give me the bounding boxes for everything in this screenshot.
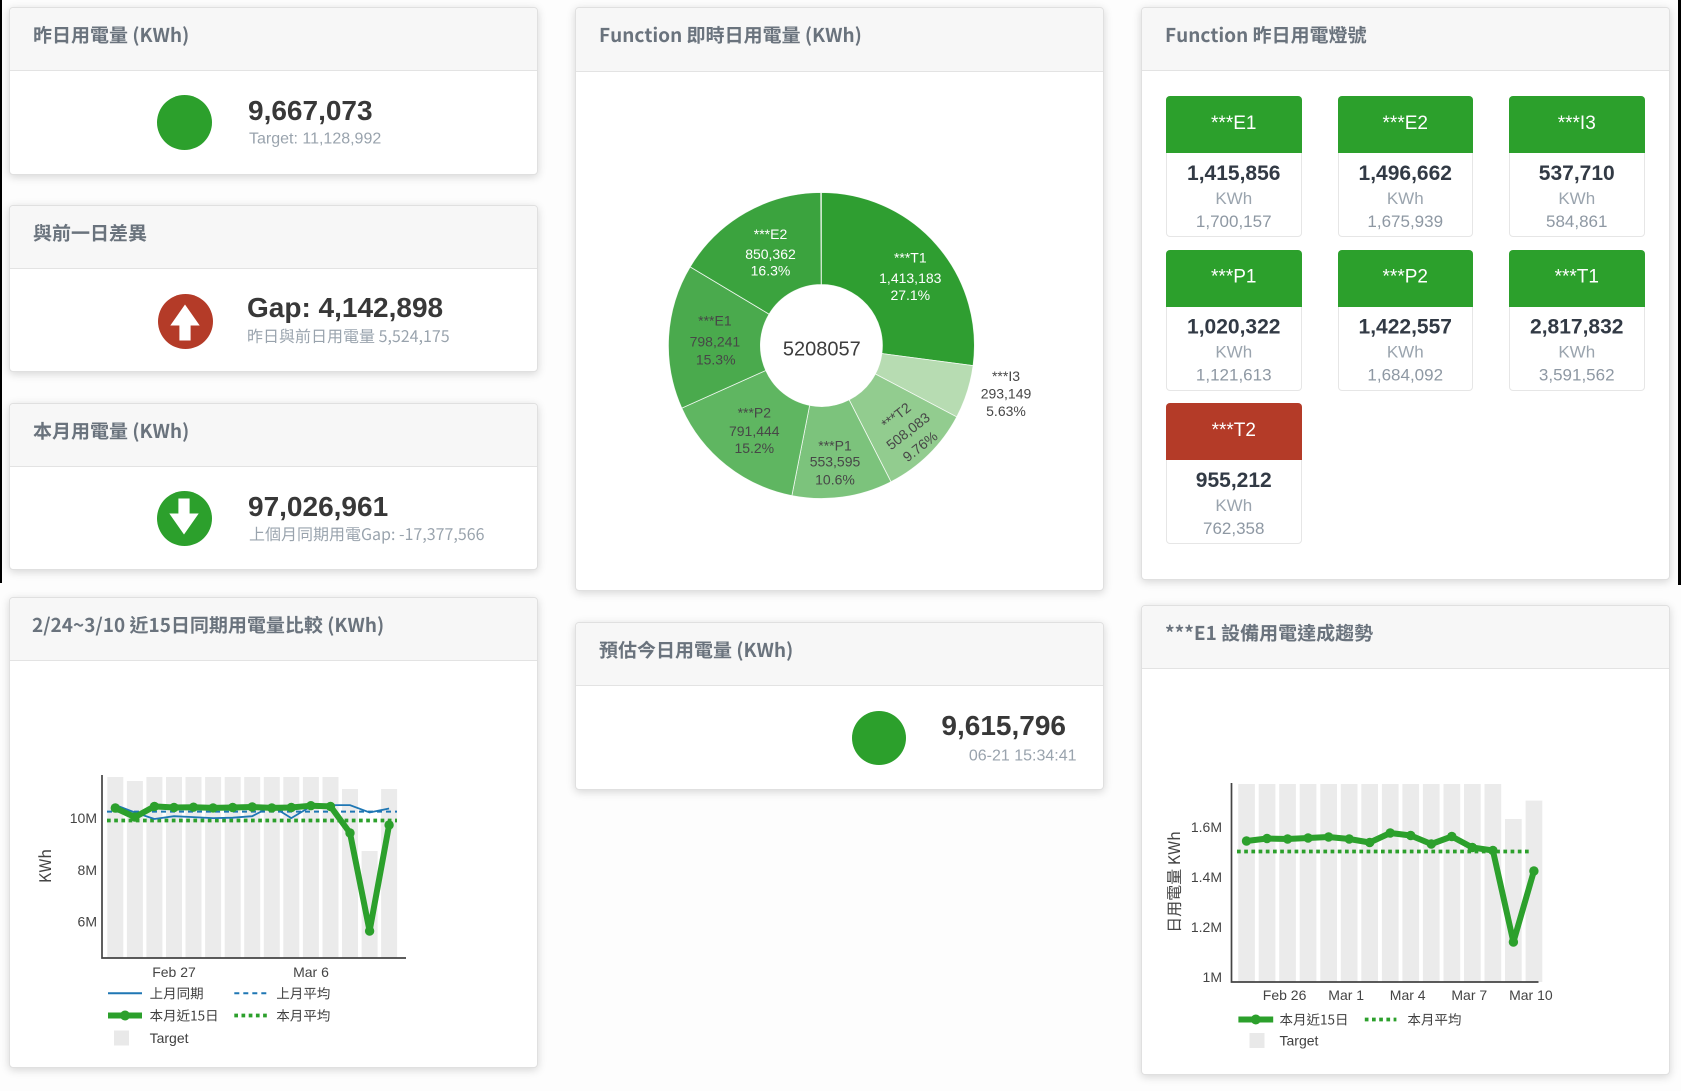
svg-text:10.6%: 10.6% — [815, 471, 855, 487]
svg-text:06-21 15:34:41: 06-21 15:34:41 — [969, 748, 1077, 765]
svg-text:Mar 7: Mar 7 — [1451, 987, 1487, 1003]
svg-text:798,241: 798,241 — [690, 333, 741, 349]
svg-text:1,496,662: 1,496,662 — [1359, 162, 1452, 185]
svg-text:***P1: ***P1 — [818, 437, 852, 453]
svg-text:955,212: 955,212 — [1196, 469, 1272, 492]
svg-text:16.3%: 16.3% — [751, 262, 791, 278]
svg-text:791,444: 791,444 — [729, 423, 780, 439]
svg-text:Feb 27: Feb 27 — [152, 964, 196, 980]
svg-text:***T1: ***T1 — [1555, 267, 1599, 288]
svg-text:Mar 1: Mar 1 — [1328, 987, 1364, 1003]
svg-text:Feb 26: Feb 26 — [1263, 987, 1307, 1003]
svg-text:762,358: 762,358 — [1203, 519, 1264, 538]
svg-text:Target: Target — [1280, 1033, 1319, 1049]
svg-text:KWh: KWh — [1215, 343, 1252, 362]
svg-text:553,595: 553,595 — [810, 454, 861, 470]
svg-text:6M: 6M — [78, 914, 97, 930]
svg-text:5208057: 5208057 — [783, 339, 861, 361]
svg-text:9,667,073: 9,667,073 — [248, 95, 373, 126]
svg-text:1,413,183: 1,413,183 — [879, 270, 941, 286]
svg-text:1,121,613: 1,121,613 — [1196, 366, 1272, 385]
svg-text:1.6M: 1.6M — [1191, 819, 1222, 835]
svg-text:1.4M: 1.4M — [1191, 869, 1222, 885]
svg-text:***I3: ***I3 — [992, 368, 1020, 384]
svg-text:1,684,092: 1,684,092 — [1367, 366, 1443, 385]
svg-text:15.2%: 15.2% — [734, 440, 774, 456]
svg-text:27.1%: 27.1% — [890, 287, 930, 303]
svg-text:KWh: KWh — [1558, 343, 1595, 362]
svg-text:Mar 10: Mar 10 — [1509, 987, 1553, 1003]
svg-text:Target: 11,128,992: Target: 11,128,992 — [249, 131, 381, 148]
svg-text:***E1: ***E1 — [698, 313, 732, 329]
svg-text:850,362: 850,362 — [745, 246, 796, 262]
svg-text:Gap: 4,142,898: Gap: 4,142,898 — [247, 292, 443, 323]
svg-text:***P2: ***P2 — [738, 404, 772, 420]
svg-text:1,415,856: 1,415,856 — [1187, 162, 1280, 185]
svg-text:1,675,939: 1,675,939 — [1367, 212, 1443, 231]
svg-text:Target: Target — [150, 1030, 189, 1046]
svg-text:5.63%: 5.63% — [986, 403, 1026, 419]
svg-text:KWh: KWh — [1215, 189, 1252, 208]
svg-text:KWh: KWh — [1387, 343, 1424, 362]
svg-text:***T1: ***T1 — [894, 250, 927, 266]
svg-text:1M: 1M — [1203, 969, 1222, 985]
svg-text:***P2: ***P2 — [1383, 267, 1428, 288]
svg-text:8M: 8M — [78, 862, 97, 878]
svg-text:***E2: ***E2 — [754, 226, 788, 242]
svg-text:1.2M: 1.2M — [1191, 919, 1222, 935]
svg-text:***E1: ***E1 — [1211, 113, 1256, 134]
svg-text:Mar 4: Mar 4 — [1390, 987, 1426, 1003]
svg-text:***I3: ***I3 — [1558, 113, 1596, 134]
svg-text:3,591,562: 3,591,562 — [1539, 366, 1615, 385]
svg-text:97,026,961: 97,026,961 — [248, 491, 388, 522]
svg-text:293,149: 293,149 — [981, 386, 1032, 402]
svg-text:Mar 6: Mar 6 — [293, 964, 329, 980]
svg-text:10M: 10M — [70, 810, 97, 826]
svg-text:15.3%: 15.3% — [696, 352, 736, 368]
svg-text:584,861: 584,861 — [1546, 212, 1607, 231]
svg-text:***E2: ***E2 — [1383, 113, 1428, 134]
svg-text:537,710: 537,710 — [1539, 162, 1615, 185]
svg-text:***T2: ***T2 — [1212, 420, 1256, 441]
svg-text:***P1: ***P1 — [1211, 267, 1256, 288]
svg-text:1,020,322: 1,020,322 — [1187, 316, 1280, 339]
svg-text:9,615,796: 9,615,796 — [941, 710, 1066, 741]
svg-text:2,817,832: 2,817,832 — [1530, 316, 1623, 339]
svg-text:1,700,157: 1,700,157 — [1196, 212, 1272, 231]
svg-text:KWh: KWh — [1387, 189, 1424, 208]
svg-text:1,422,557: 1,422,557 — [1359, 316, 1452, 339]
svg-text:KWh: KWh — [1215, 496, 1252, 515]
svg-text:KWh: KWh — [1558, 189, 1595, 208]
